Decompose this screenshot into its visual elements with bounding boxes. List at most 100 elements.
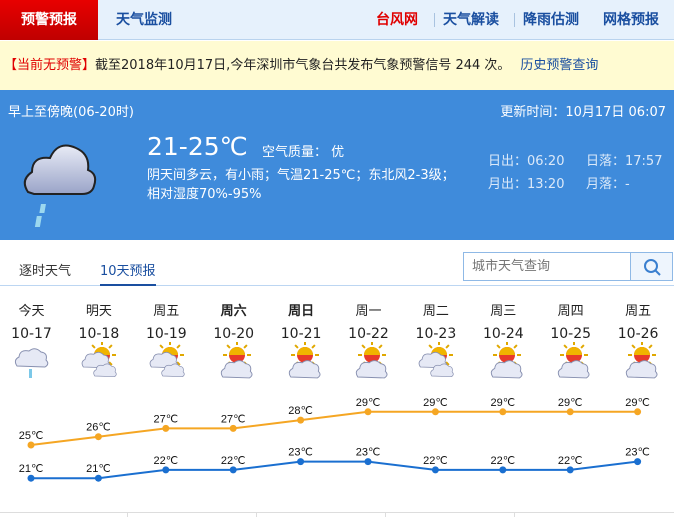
high-temp-point bbox=[27, 441, 35, 449]
air-quality: 空气质量： 优 bbox=[262, 145, 345, 160]
date: 10-19 bbox=[145, 326, 187, 342]
low-temp-label: 23℃ bbox=[288, 447, 313, 459]
date: 10-26 bbox=[617, 326, 659, 342]
city-search-input[interactable] bbox=[464, 253, 631, 280]
warning-text: 截至2018年10月17日,今年深圳市气象台共发布气象预警信号 244 次。 bbox=[95, 58, 511, 73]
nav-weather-interpret[interactable]: 天气解读 bbox=[443, 12, 499, 28]
high-temp-label: 28℃ bbox=[288, 405, 313, 417]
low-temp-point bbox=[162, 466, 170, 474]
weekday: 周五 bbox=[625, 304, 652, 319]
history-warning-link[interactable]: 历史预警查询 bbox=[520, 58, 599, 73]
weekday: 周日 bbox=[288, 304, 315, 319]
high-temp-label: 27℃ bbox=[154, 413, 179, 425]
weekday: 周五 bbox=[153, 304, 180, 319]
high-temp-label: 29℃ bbox=[491, 397, 516, 409]
high-temp-point bbox=[229, 424, 237, 432]
weekday: 周四 bbox=[557, 304, 584, 319]
low-temp-label: 22℃ bbox=[491, 455, 516, 467]
low-temp-label: 22℃ bbox=[423, 455, 448, 467]
high-temp-point bbox=[94, 433, 102, 441]
low-temp-label: 21℃ bbox=[86, 463, 111, 475]
nav-typhoon[interactable]: 台风网 bbox=[376, 12, 418, 28]
partly-cloudy-icon bbox=[82, 342, 118, 378]
sun-cloud-icon bbox=[355, 342, 388, 379]
period: 早上至傍晚(06-20时) bbox=[8, 105, 134, 120]
weekday: 周三 bbox=[490, 304, 517, 319]
tab-10day[interactable]: 10天预报 bbox=[100, 260, 156, 286]
sun-cloud-icon bbox=[557, 342, 590, 379]
high-temp-point bbox=[364, 408, 372, 416]
tab-hourly[interactable]: 逐时天气 bbox=[19, 264, 72, 279]
date: 10-21 bbox=[280, 326, 322, 342]
low-temp-point bbox=[27, 474, 35, 482]
date: 10-17 bbox=[11, 326, 52, 342]
low-temp-label: 21℃ bbox=[19, 463, 44, 475]
sun-cloud-icon bbox=[490, 342, 523, 379]
sunrise: 日出：06:20 bbox=[488, 154, 565, 169]
forecast-tabs: 逐时天气 10天预报 bbox=[0, 240, 674, 286]
low-temp-label: 23℃ bbox=[625, 447, 650, 459]
high-temp-label: 29℃ bbox=[625, 397, 650, 409]
low-temp-line bbox=[31, 460, 638, 480]
top-nav: 预警预报 天气监测 台风网 天气解读 降雨估测 网格预报 bbox=[0, 0, 674, 40]
warning-status: 【当前无预警】 bbox=[4, 58, 96, 73]
today-panel: 早上至傍晚(06-20时) 更新时间：10月17日 06:07 21-25℃ 空… bbox=[0, 90, 674, 240]
date: 10-18 bbox=[78, 326, 120, 342]
warning-bar: 【当前无预警】截至2018年10月17日,今年深圳市气象台共发布气象预警信号 2… bbox=[0, 41, 674, 90]
moonset: 月落：- bbox=[586, 177, 630, 192]
low-temp-label: 23℃ bbox=[356, 447, 381, 459]
partly-cloudy-icon bbox=[149, 342, 185, 378]
high-temp-line bbox=[30, 410, 638, 446]
sun-cloud-icon bbox=[288, 342, 321, 379]
low-temp-point bbox=[297, 458, 305, 466]
humidity: 相对湿度70%-95% bbox=[147, 187, 262, 202]
low-temp-point bbox=[431, 466, 439, 474]
high-temp-point bbox=[634, 408, 642, 416]
date: 10-25 bbox=[550, 326, 592, 342]
rain-icon bbox=[14, 348, 49, 378]
weather-desc: 阴天间多云，有小雨；气温21-25℃；东北风2-3级； bbox=[147, 168, 455, 183]
sun-cloud-icon bbox=[220, 342, 253, 379]
search-button[interactable] bbox=[630, 253, 672, 280]
low-temp-point bbox=[94, 474, 102, 482]
high-temp-point bbox=[566, 408, 574, 416]
nav-warning-forecast[interactable]: 预警预报 bbox=[0, 0, 98, 40]
moonrise: 月出：13:20 bbox=[488, 177, 565, 192]
high-temp-label: 29℃ bbox=[423, 397, 448, 409]
weekday: 今天 bbox=[18, 304, 45, 319]
low-temp-point bbox=[364, 458, 372, 466]
city-search bbox=[463, 252, 673, 281]
low-temp-point bbox=[566, 466, 574, 474]
rain-cloud-icon bbox=[23, 144, 97, 227]
weekday: 周二 bbox=[422, 304, 449, 319]
date: 10-22 bbox=[348, 326, 389, 342]
date: 10-23 bbox=[415, 326, 457, 342]
high-temp-label: 25℃ bbox=[19, 430, 44, 442]
nav-weather-monitor[interactable]: 天气监测 bbox=[116, 12, 172, 28]
partly-cloudy-icon bbox=[419, 342, 455, 378]
high-temp-label: 27℃ bbox=[221, 413, 246, 425]
weekday: 周一 bbox=[355, 304, 382, 319]
low-temp-label: 22℃ bbox=[558, 455, 583, 467]
nav-rain-estimate[interactable]: 降雨估测 bbox=[523, 12, 579, 28]
sunset: 日落：17:57 bbox=[586, 154, 663, 169]
temp-range: 21-25℃ bbox=[147, 132, 248, 161]
high-temp-point bbox=[499, 408, 507, 416]
low-temp-label: 22℃ bbox=[221, 455, 246, 467]
weekday: 周六 bbox=[220, 304, 247, 319]
updated-time: 更新时间：10月17日 06:07 bbox=[500, 105, 666, 120]
weekday: 明天 bbox=[85, 304, 112, 319]
high-temp-point bbox=[431, 408, 439, 416]
sun-cloud-icon bbox=[625, 342, 658, 379]
high-temp-label: 29℃ bbox=[356, 397, 381, 409]
search-icon bbox=[643, 258, 661, 276]
nav-grid-forecast[interactable]: 网格预报 bbox=[603, 12, 659, 28]
temperature-chart: 25℃ 26℃ 27℃ 27℃ 28℃ 29℃ 29℃ 29℃ 29℃ 29℃ 21℃ 21℃ 22℃ 2… bbox=[19, 397, 650, 482]
high-temp-point bbox=[162, 424, 170, 432]
footer-divider bbox=[0, 512, 674, 517]
high-temp-label: 26℃ bbox=[86, 422, 111, 434]
low-temp-label: 22℃ bbox=[154, 455, 179, 467]
low-temp-point bbox=[499, 466, 507, 474]
low-temp-point bbox=[634, 458, 642, 466]
low-temp-point bbox=[229, 466, 237, 474]
